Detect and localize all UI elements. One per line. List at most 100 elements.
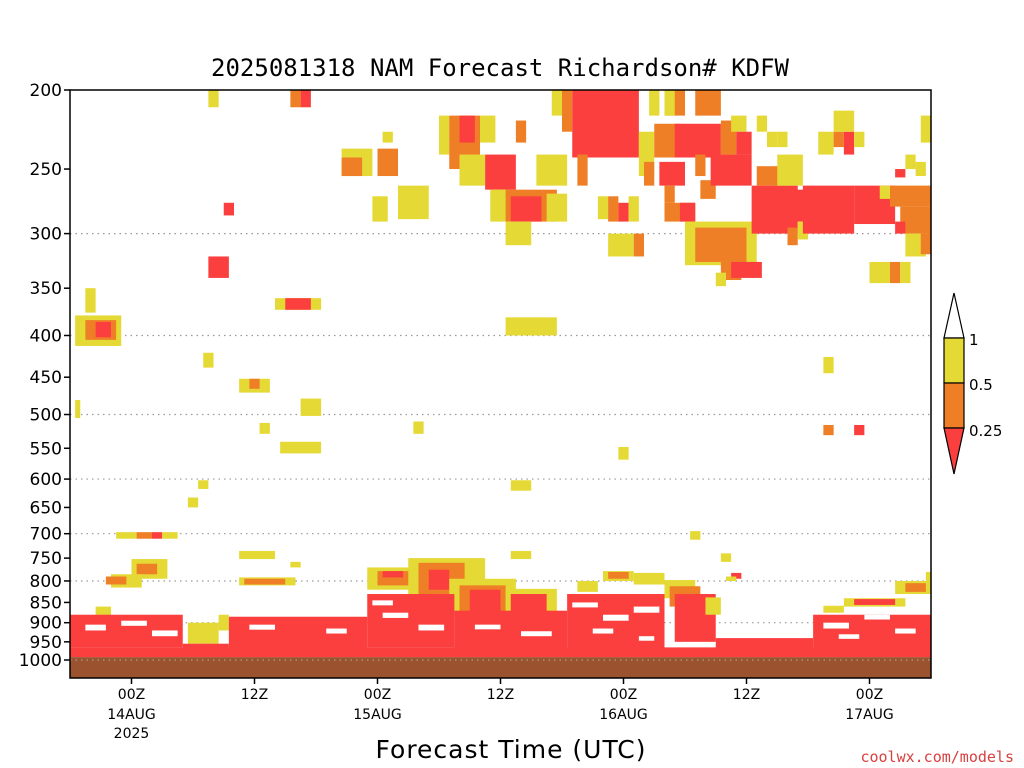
heatmap-cell [649, 90, 660, 116]
heatmap-gap [372, 600, 393, 606]
heatmap-cell [633, 233, 644, 257]
heatmap-gap [474, 624, 501, 630]
legend-label: 0.5 [969, 376, 993, 394]
heatmap-cells [70, 90, 931, 678]
heatmap-cell [756, 115, 767, 132]
heatmap-cell [505, 221, 532, 246]
heatmap-cell [720, 553, 732, 562]
heatmap-cell [515, 120, 527, 143]
heatmap-cell [162, 532, 178, 539]
y-tick-label: 600 [30, 470, 62, 490]
x-tick-date: 15AUG [353, 707, 402, 723]
heatmap-cell [920, 233, 931, 255]
heatmap-cell [618, 446, 629, 460]
x-tick-date: 14AUG [107, 707, 156, 723]
heatmap-cell [920, 115, 931, 143]
heatmap-cell [664, 185, 675, 203]
heatmap-gap [864, 614, 890, 620]
heatmap-cell [244, 578, 286, 585]
y-tick-label: 250 [30, 160, 62, 180]
heatmap-gap [85, 624, 106, 631]
heatmap-cell [187, 497, 199, 508]
x-axis: 00Z 14AUG 2025 12Z 00Z 15AUG 12Z 00Z 16AUG 12Z 00Z… [107, 678, 894, 742]
heatmap-cell [664, 90, 675, 116]
heatmap-cell [890, 185, 931, 207]
heatmap-cell [249, 378, 260, 389]
x-tick-label: 12Z [733, 687, 760, 703]
heatmap-cell [695, 154, 706, 177]
x-tick-label: 00Z [856, 687, 883, 703]
heatmap-gap [838, 634, 860, 639]
x-tick-date: 16AUG [599, 707, 648, 723]
heatmap-gap [638, 636, 655, 641]
heatmap-cell [890, 261, 901, 284]
heatmap-cell [854, 599, 896, 605]
heatmap-cell [459, 115, 475, 143]
heatmap-cell [75, 400, 81, 419]
heatmap-cell [377, 148, 398, 177]
heatmap-cell [833, 131, 844, 148]
heatmap-gap [592, 628, 614, 634]
heatmap-cell [439, 115, 450, 155]
heatmap-cell [915, 161, 926, 177]
heatmap-gap [382, 612, 409, 618]
heatmap-cell [633, 572, 665, 585]
heatmap-cell [152, 532, 163, 539]
heatmap-cell [454, 610, 568, 652]
heatmap-cell [925, 572, 931, 581]
heatmap-cell [413, 421, 424, 434]
y-tick-label: 1000 [19, 651, 62, 671]
heatmap-cell [823, 605, 844, 613]
heatmap-cell [280, 441, 322, 454]
y-tick-label: 450 [30, 368, 62, 388]
heatmap-cell [290, 561, 301, 568]
x-tick-label: 00Z [610, 687, 637, 703]
x-tick-label: 12Z [241, 687, 268, 703]
heatmap-cell [510, 196, 542, 222]
heatmap-gap [572, 602, 598, 608]
heatmap-cell [505, 317, 557, 336]
x-tick-label: 12Z [487, 687, 514, 703]
heatmap-cell [736, 131, 752, 155]
heatmap-cell [577, 580, 598, 592]
heatmap-cell [198, 480, 209, 489]
heatmap-cell [731, 115, 747, 132]
heatmap-cell [70, 647, 931, 658]
heatmap-cell [398, 185, 429, 220]
heatmap-cell [843, 131, 855, 155]
heatmap-cell [905, 154, 916, 170]
heatmap-gap [249, 624, 275, 630]
heatmap-cell [577, 154, 588, 186]
x-axis-title: Forecast Time (UTC) [376, 735, 647, 764]
heatmap-cell [731, 572, 742, 579]
heatmap-gap [121, 620, 147, 626]
heatmap-cell [382, 571, 404, 578]
heatmap-cell [823, 356, 834, 374]
heatmap-gap [418, 624, 445, 631]
heatmap-cell [218, 614, 229, 631]
y-tick-label: 300 [30, 225, 62, 245]
heatmap-gap [152, 630, 178, 637]
y-tick-label: 700 [30, 525, 62, 545]
heatmap-gap [823, 622, 849, 629]
x-tick-year: 2025 [114, 726, 150, 742]
y-tick-label: 750 [30, 549, 62, 569]
heatmap-cell [895, 221, 906, 234]
x-tick-label: 00Z [118, 687, 145, 703]
heatmap-cell [136, 563, 158, 575]
heatmap-gap [162, 606, 183, 612]
heatmap-cell [608, 233, 634, 257]
heatmap-cell [608, 196, 619, 222]
heatmap-cell [95, 321, 111, 338]
y-tick-label: 350 [30, 279, 62, 299]
heatmap-cell [95, 606, 111, 617]
y-tick-label: 500 [30, 406, 62, 426]
heatmap-cell [818, 131, 834, 155]
heatmap-cell [900, 261, 911, 284]
heatmap-cell [510, 480, 532, 491]
y-tick-label: 850 [30, 593, 62, 613]
heatmap-cell [597, 196, 609, 220]
heatmap-cell [854, 424, 865, 436]
heatmap-cell [777, 154, 803, 186]
heatmap-gap [326, 628, 347, 634]
